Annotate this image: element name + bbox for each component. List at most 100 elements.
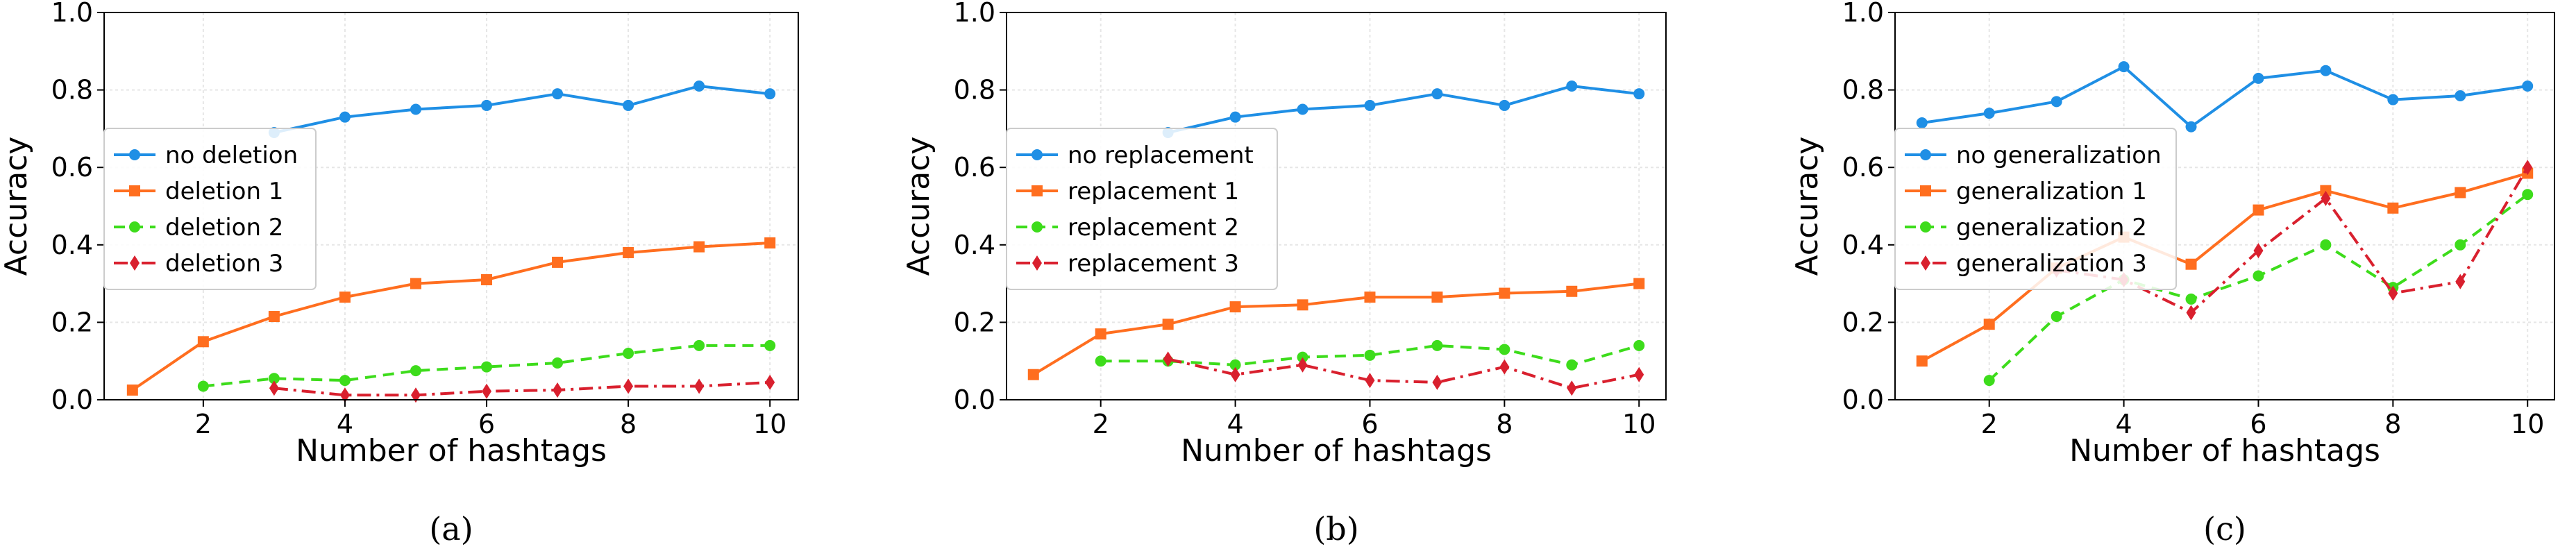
x-tick-label: 8 [2384,409,2401,439]
x-tick-label: 4 [1227,409,1243,439]
legend-label: generalization 2 [1956,214,2147,242]
x-tick-label: 6 [1361,409,1378,439]
legend-label: replacement 1 [1068,178,1239,205]
legend-swatch-marker [130,255,140,271]
series-2 [1095,339,1645,371]
data-point [1916,355,1928,367]
x-tick-label: 10 [2511,409,2544,439]
y-tick-label: 1.0 [51,0,93,28]
data-point [2522,189,2534,201]
legend-label: deletion 1 [165,178,283,205]
data-point [693,339,705,351]
data-point [339,375,351,387]
data-point [765,374,775,390]
data-point [2185,293,2197,305]
x-tick-label: 6 [2250,409,2266,439]
data-point [1566,285,1578,297]
series-line [131,242,771,391]
data-point [1027,369,1039,380]
legend-box [1006,128,1278,290]
legend-swatch-marker [129,185,140,196]
y-tick-label: 0.4 [954,230,995,260]
data-point [2051,96,2062,108]
data-point [1229,111,1241,123]
data-point [2387,202,2399,214]
data-point [1431,339,1443,351]
data-point [2185,121,2197,133]
data-point [623,378,634,394]
data-point [197,336,209,348]
x-tick-label: 8 [1496,409,1513,439]
data-point [552,88,564,100]
legend-box [103,128,317,290]
y-tick-label: 0.6 [954,152,995,183]
data-point [2523,160,2533,176]
series-3 [269,374,775,403]
y-tick-label: 0.6 [1842,152,1884,183]
data-point [126,385,138,396]
data-point [482,383,492,399]
data-point [693,241,705,253]
x-tick-label: 4 [337,409,353,439]
data-point [1364,292,1376,303]
legend-swatch-marker [129,149,140,160]
y-axis-label: Accuracy [901,137,936,276]
x-axis-label: Number of hashtags [1181,433,1492,468]
y-tick-label: 0.8 [51,75,93,105]
panel-caption: (c) [2203,510,2246,548]
data-point [2320,185,2332,196]
data-point [1431,88,1443,100]
data-point [1297,357,1308,373]
legend-label: generalization 1 [1956,178,2147,205]
y-tick-label: 0.0 [1842,385,1884,415]
legend-label: no generalization [1956,142,2162,169]
data-point [268,373,280,385]
data-point [553,382,563,398]
data-point [552,256,564,268]
y-tick-label: 0.2 [1842,307,1884,337]
data-point [2455,90,2466,101]
data-point [1499,344,1510,355]
y-axis-label: Accuracy [0,137,34,276]
data-point [481,274,493,286]
legend-swatch-marker [1032,255,1042,271]
x-axis-label: Number of hashtags [2069,433,2380,468]
series-1 [1027,278,1645,380]
data-point [1229,301,1241,313]
data-point [2253,72,2264,84]
data-point [1364,349,1376,361]
data-point [764,88,776,100]
data-point [2051,311,2062,323]
data-point [1499,287,1510,299]
data-point [410,387,421,403]
y-tick-label: 0.8 [954,75,995,105]
data-point [2320,239,2332,251]
data-point [2455,187,2466,199]
data-point [1095,355,1106,367]
series-line [1921,171,2528,362]
legend-swatch-marker [1921,255,1930,271]
y-tick-label: 0.4 [51,230,93,260]
x-tick-label: 8 [620,409,637,439]
data-point [1431,292,1443,303]
data-point [1297,299,1308,311]
data-point [1499,99,1510,111]
panel-caption: (b) [1313,510,1358,548]
legend-swatch-marker [129,221,140,233]
data-point [410,103,421,115]
y-tick-label: 1.0 [1842,0,1884,28]
y-tick-label: 0.6 [51,152,93,183]
legend-label: deletion 3 [165,250,283,278]
series-line [1168,357,1640,390]
series-line [1921,65,2528,128]
series-1 [126,237,776,396]
y-tick-label: 0.8 [1842,75,1884,105]
series-line [273,85,771,134]
legend-swatch-marker [1032,149,1043,160]
series-0 [268,81,776,138]
data-point [764,237,776,249]
data-point [1297,103,1308,115]
data-point [410,278,421,289]
x-tick-label: 10 [753,409,786,439]
